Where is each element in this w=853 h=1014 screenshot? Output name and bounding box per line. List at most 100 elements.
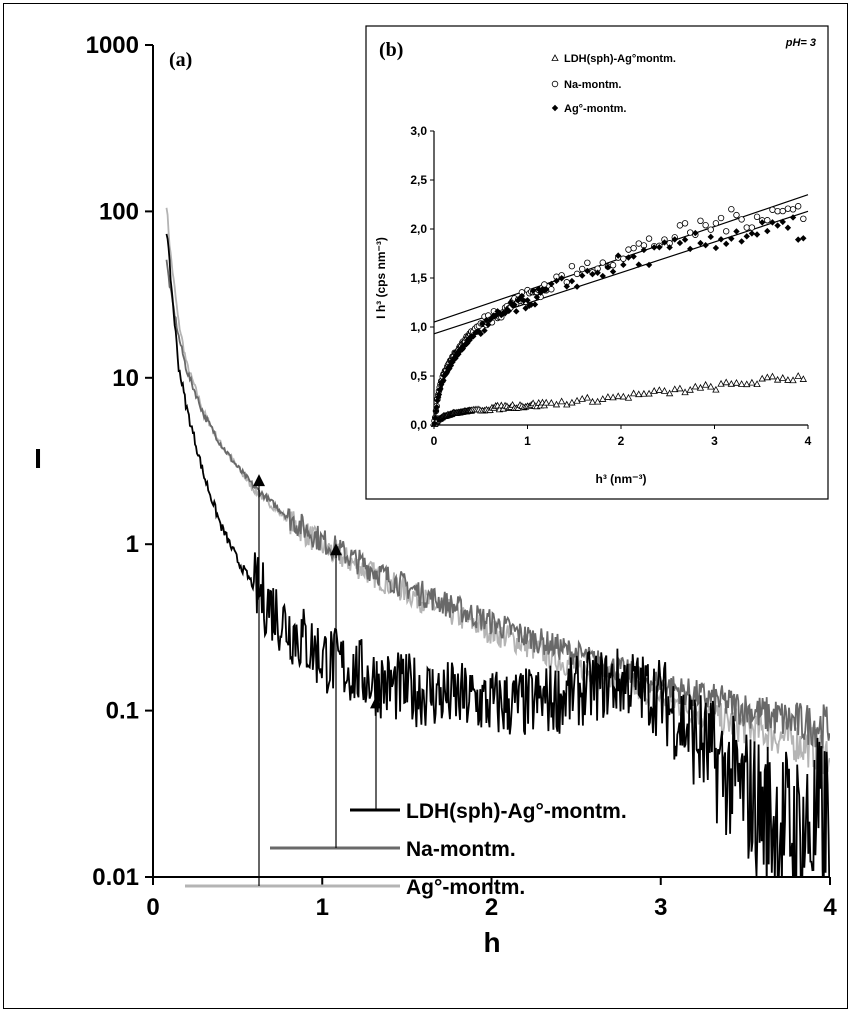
point-diamond <box>551 104 559 112</box>
point-diamond <box>524 297 531 304</box>
point-diamond <box>717 236 725 243</box>
point-diamond <box>645 261 653 269</box>
point-triangle <box>712 385 720 393</box>
point-diamond <box>529 287 537 295</box>
point-circle <box>707 226 714 233</box>
point-diamond <box>784 224 792 231</box>
point-diamond <box>666 244 673 251</box>
point-diamond <box>518 292 526 300</box>
point-triangle <box>599 395 607 402</box>
point-triangle <box>588 397 597 405</box>
x-tick-label: 3 <box>654 894 667 921</box>
point-diamond <box>733 228 740 235</box>
point-triangle <box>671 385 679 393</box>
point-diamond <box>485 321 492 328</box>
point-diamond <box>774 222 781 229</box>
point-diamond <box>789 214 797 221</box>
point-triangle <box>727 379 736 387</box>
point-diamond <box>543 286 550 293</box>
point-diamond <box>697 239 704 247</box>
point-triangle <box>758 374 766 382</box>
y-tick-label: 10 <box>112 365 139 392</box>
point-diamond <box>728 235 735 242</box>
point-triangle <box>573 396 581 404</box>
point-triangle <box>593 397 602 405</box>
y-tick-label: 0.1 <box>106 698 139 725</box>
point-diamond <box>563 283 570 290</box>
point-diamond <box>435 391 443 398</box>
point-circle <box>753 213 761 221</box>
inset-x-tick-label: 4 <box>805 434 812 448</box>
point-diamond <box>707 233 714 241</box>
point-triangle <box>753 380 761 387</box>
point-circle <box>609 262 617 269</box>
point-triangle <box>681 388 689 396</box>
point-circle <box>764 217 771 224</box>
point-triangle <box>794 372 802 379</box>
point-triangle <box>635 390 643 398</box>
point-diamond <box>609 268 617 275</box>
inset-series-ag <box>431 214 807 427</box>
point-triangle <box>686 385 694 393</box>
point-diamond <box>686 245 694 253</box>
point-diamond <box>535 285 542 293</box>
point-diamond <box>758 219 766 226</box>
point-diamond <box>479 320 486 328</box>
point-diamond <box>630 253 637 260</box>
point-diamond <box>620 261 627 269</box>
point-diamond <box>573 283 581 290</box>
point-triangle <box>717 379 725 387</box>
point-triangle <box>737 380 746 387</box>
point-triangle <box>624 393 633 401</box>
point-triangle <box>557 397 566 405</box>
inset-legend-item <box>551 80 559 88</box>
point-triangle <box>583 393 592 401</box>
point-triangle <box>768 372 777 380</box>
point-triangle <box>696 383 705 391</box>
point-diamond <box>431 420 438 427</box>
inset-y-title: I h³ (cps nm⁻³) <box>374 237 388 319</box>
y-tick-label: 1 <box>126 531 139 558</box>
inset-legend-label: Na-montm. <box>564 79 621 91</box>
point-triangle <box>732 378 741 386</box>
point-triangle <box>655 386 664 393</box>
point-diamond <box>483 316 490 324</box>
inset-legend-item <box>551 54 559 61</box>
point-circle <box>702 222 709 229</box>
panel-label-a: (a) <box>169 49 192 71</box>
point-circle <box>717 214 725 222</box>
point-triangle <box>552 400 561 408</box>
point-diamond <box>753 231 761 238</box>
point-diamond <box>661 239 668 246</box>
inset-x-tick-label: 1 <box>524 434 531 448</box>
point-triangle <box>722 378 730 386</box>
point-triangle <box>660 387 669 394</box>
inset-y-tick-label: 0,0 <box>410 418 427 432</box>
point-diamond <box>511 301 518 308</box>
point-diamond <box>558 275 565 282</box>
leader-arrow-head <box>370 696 382 709</box>
point-diamond <box>794 236 802 243</box>
legend-label: Na-montm. <box>406 838 516 861</box>
point-circle <box>551 80 559 88</box>
point-triangle <box>676 384 684 392</box>
point-diamond <box>568 277 576 285</box>
point-triangle <box>773 375 782 383</box>
point-circle <box>697 217 704 225</box>
point-circle <box>728 206 735 213</box>
point-circle <box>748 224 756 231</box>
point-diamond <box>437 385 444 393</box>
y-tick-label: 0.01 <box>92 864 139 891</box>
series-group <box>165 233 830 877</box>
y-tick-label: 1000 <box>86 32 139 59</box>
point-diamond <box>432 414 439 421</box>
inset-frame <box>365 25 829 500</box>
point-triangle <box>542 398 550 406</box>
point-diamond <box>531 301 539 308</box>
point-circle <box>738 216 745 223</box>
point-diamond <box>635 261 642 268</box>
point-diamond <box>676 239 684 247</box>
point-triangle <box>701 380 710 388</box>
point-triangle <box>547 398 556 406</box>
